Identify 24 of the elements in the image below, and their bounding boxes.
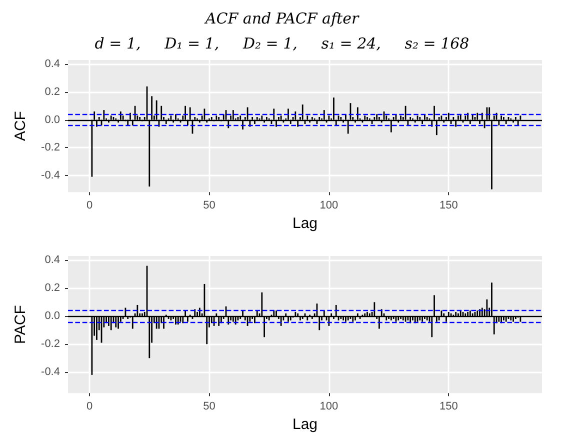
x-tick-label: 0 xyxy=(86,200,93,212)
y-tick-label: 0.0 xyxy=(44,310,60,322)
y-tick-label: -0.4 xyxy=(41,366,60,378)
y-tick-label: -0.2 xyxy=(41,142,60,154)
y-tick-label: 0.2 xyxy=(44,86,60,98)
x-tick-label: 150 xyxy=(439,200,458,212)
y-axis-title: PACF xyxy=(12,305,29,344)
x-axis-title: Lag xyxy=(292,215,318,232)
y-tick-label: 0.4 xyxy=(44,254,60,266)
chart-subtitle: d = 1, D₁ = 1, D₂ = 1, s₁ = 24, s₂ = 168 xyxy=(94,34,470,52)
x-tick-label: 50 xyxy=(203,200,216,212)
x-tick-label: 50 xyxy=(203,400,216,413)
x-axis-title: Lag xyxy=(292,416,318,433)
y-tick-label: -0.4 xyxy=(41,169,60,182)
x-tick-label: 0 xyxy=(86,400,93,413)
y-tick-label: 0.0 xyxy=(44,114,60,126)
x-tick-label: 150 xyxy=(439,400,458,413)
y-tick-label: 0.2 xyxy=(44,282,60,294)
x-tick-label: 100 xyxy=(320,400,338,413)
y-tick-label: 0.4 xyxy=(44,58,60,70)
chart-title: ACF and PACF after xyxy=(203,10,360,28)
y-tick-label: -0.2 xyxy=(41,338,60,350)
y-axis-title: ACF xyxy=(12,111,29,142)
x-tick-label: 100 xyxy=(320,200,338,212)
